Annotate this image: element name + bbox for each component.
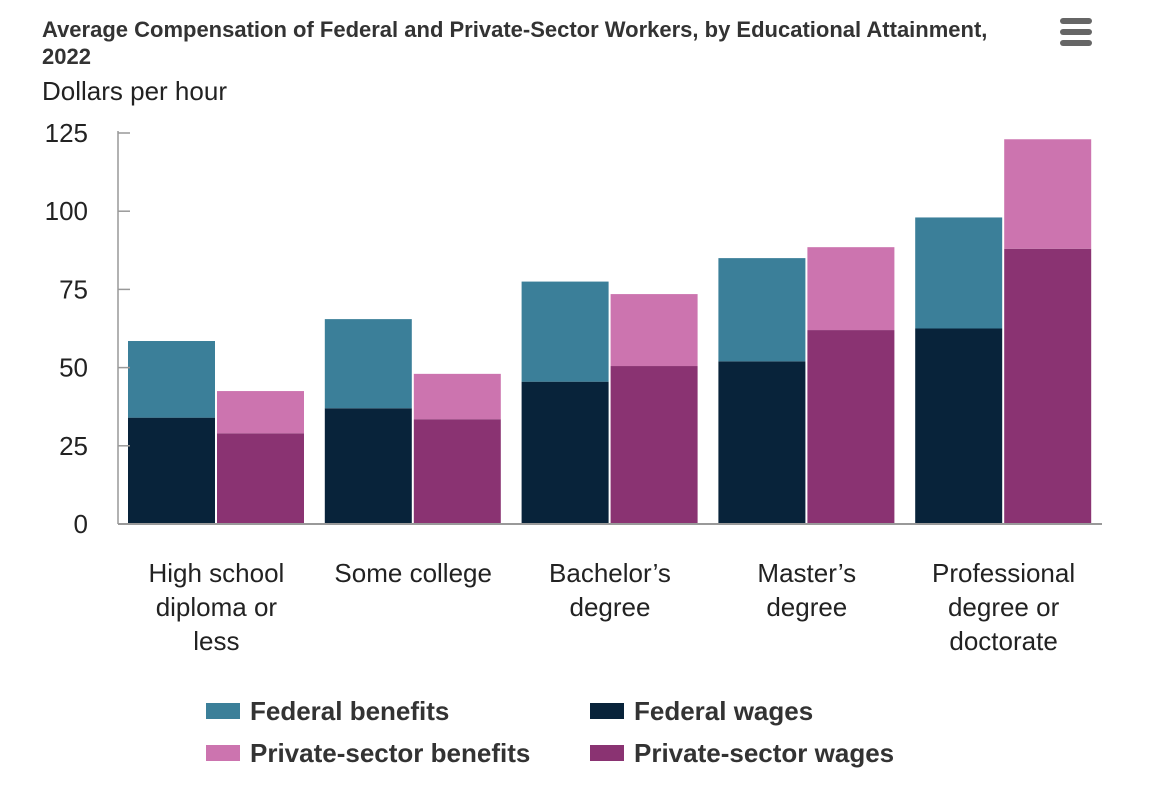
legend-swatch-federal-benefits — [206, 703, 240, 719]
stacked-bar-chart: 0 25 50 75 100 125 High school diploma or less S… — [45, 118, 1102, 656]
bar-federal-benefits — [915, 217, 1003, 329]
x-axis-category-labels: High school diploma or less Some college Bac… — [148, 558, 1075, 656]
legend-item-federal-benefits[interactable]: Federal benefits — [206, 694, 449, 728]
menu-line — [1060, 18, 1092, 24]
x-category-label-line: High school — [148, 558, 284, 588]
x-category-label: High school diploma or less — [148, 558, 284, 656]
legend-item-federal-wages[interactable]: Federal wages — [590, 694, 813, 728]
legend-label: Federal wages — [634, 695, 814, 726]
x-category-label: Some college — [334, 558, 492, 588]
bar-private-sector-benefits — [610, 294, 698, 367]
bar-federal-benefits — [521, 281, 609, 382]
legend-label: Private-sector benefits — [250, 737, 531, 768]
bar-federal-wages — [128, 417, 215, 524]
bar-federal-wages — [718, 361, 806, 524]
bar-federal-wages — [324, 408, 412, 524]
x-category-label-line: Bachelor’s — [549, 558, 671, 588]
x-category-label: Bachelor’s degree — [549, 558, 671, 622]
chart-title: Average Compensation of Federal and Priv… — [42, 17, 988, 69]
legend-item-private-wages[interactable]: Private-sector wages — [590, 736, 894, 770]
legend-label: Federal benefits — [250, 695, 450, 726]
menu-line — [1060, 40, 1092, 46]
x-category-label: Master’s degree — [757, 558, 856, 622]
y-tick-label: 50 — [59, 353, 88, 383]
legend: Federal benefits Federal wages Private-s… — [206, 694, 966, 784]
bar-private-sector-benefits — [1004, 139, 1092, 249]
bar-private-sector-wages — [1004, 248, 1092, 524]
x-category-label-line: degree or — [948, 592, 1060, 622]
x-category-label-line: doctorate — [949, 626, 1057, 656]
legend-swatch-private-wages — [590, 745, 624, 761]
x-category-label-line: degree — [766, 592, 847, 622]
bar-federal-wages — [521, 381, 609, 524]
y-tick-label: 100 — [45, 196, 88, 226]
hamburger-menu-icon[interactable] — [1054, 12, 1098, 52]
x-category-label-line: Professional — [932, 558, 1075, 588]
bar-private-sector-wages — [413, 419, 501, 524]
bar-private-sector-benefits — [807, 247, 895, 331]
x-category-label-line: Master’s — [757, 558, 856, 588]
bar-private-sector-benefits — [413, 373, 501, 420]
y-tick-label: 75 — [59, 274, 88, 304]
y-axis-unit-label: Dollars per hour — [42, 76, 227, 106]
x-category-label-line: diploma or — [156, 592, 278, 622]
bar-federal-benefits — [128, 341, 215, 418]
bar-private-sector-wages — [610, 366, 698, 524]
legend-swatch-federal-wages — [590, 703, 624, 719]
y-tick-label: 0 — [74, 509, 88, 539]
bar-federal-wages — [915, 328, 1003, 524]
x-category-label: Professional degree or doctorate — [932, 558, 1075, 656]
bar-private-sector-wages — [807, 330, 895, 524]
bar-federal-benefits — [324, 319, 412, 409]
bars-group — [128, 139, 1092, 524]
x-category-label-line: Some college — [334, 558, 492, 588]
bar-private-sector-benefits — [217, 391, 304, 434]
legend-label: Private-sector wages — [634, 737, 895, 768]
menu-line — [1060, 29, 1092, 35]
y-axis: 0 25 50 75 100 125 — [45, 118, 1102, 539]
x-category-label-line: less — [193, 626, 239, 656]
bar-private-sector-wages — [217, 433, 304, 524]
bar-federal-benefits — [718, 258, 806, 362]
y-tick-label: 125 — [45, 118, 88, 148]
x-category-label-line: degree — [570, 592, 651, 622]
legend-swatch-private-benefits — [206, 745, 240, 761]
legend-item-private-benefits[interactable]: Private-sector benefits — [206, 736, 530, 770]
y-tick-label: 25 — [59, 431, 88, 461]
